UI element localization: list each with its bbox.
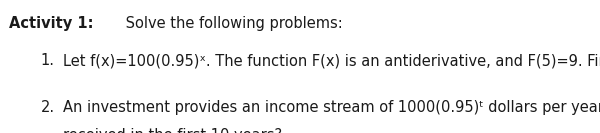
Text: received in the first 10 years?: received in the first 10 years? [63,128,282,133]
Text: Let f(x)=100(0.95)ˣ. The function F(x) is an antiderivative, and F(5)=9. Find F(: Let f(x)=100(0.95)ˣ. The function F(x) i… [63,53,600,68]
Text: 1.: 1. [41,53,55,68]
Text: An investment provides an income stream of 1000(0.95)ᵗ dollars per year. How muc: An investment provides an income stream … [63,100,600,115]
Text: Solve the following problems:: Solve the following problems: [121,16,343,31]
Text: 2.: 2. [41,100,55,115]
Text: Activity 1:: Activity 1: [9,16,94,31]
